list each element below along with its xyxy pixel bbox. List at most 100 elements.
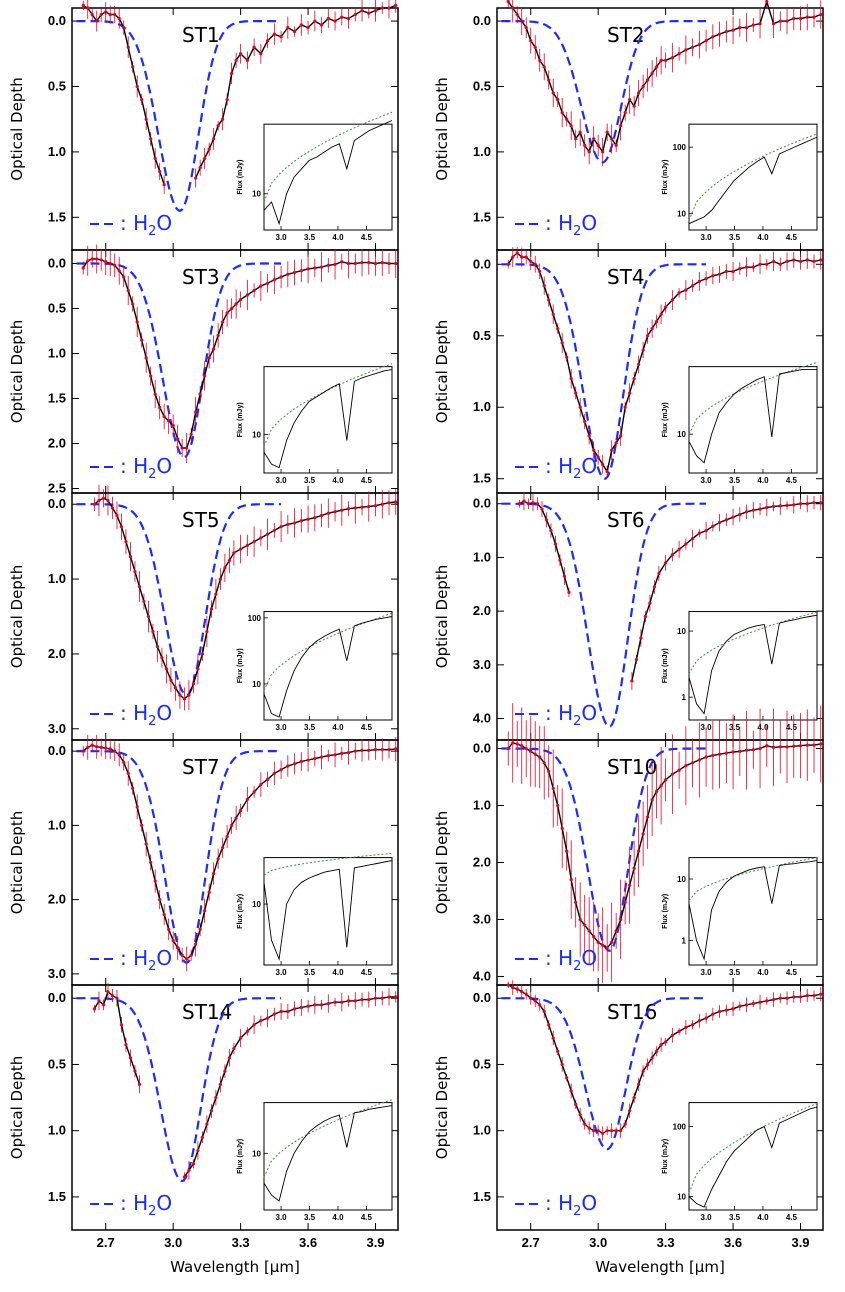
data-point	[619, 1129, 623, 1133]
inset-x-tick-label: 3.0	[701, 233, 713, 242]
inset-continuum	[688, 1103, 818, 1194]
inset-flux-plot: 3.0 3.5 4.0 4.5 10 100 Flux (mJy)	[662, 123, 818, 242]
data-point	[86, 745, 90, 750]
y-tick-label: 1.5	[473, 1189, 491, 1204]
data-point	[153, 156, 157, 161]
data-point	[110, 993, 115, 998]
data-point	[306, 1004, 310, 1008]
data-point	[153, 392, 157, 396]
data-point	[299, 1005, 303, 1010]
h2o-model-curve	[76, 503, 282, 697]
data-point	[758, 262, 762, 266]
data-point	[533, 262, 537, 266]
inset-y-tick-label: 10	[677, 210, 686, 219]
data-point	[225, 311, 229, 315]
data-point	[711, 1012, 715, 1016]
data-point	[655, 1049, 659, 1053]
data-point	[99, 258, 103, 262]
data-point	[731, 515, 735, 519]
data-point	[744, 1003, 749, 1007]
data-point	[286, 522, 290, 527]
data-point	[664, 58, 668, 62]
data-point	[135, 320, 139, 324]
data-point	[272, 278, 276, 282]
legend-label: : H2O	[120, 454, 172, 482]
x-tick-label: 3.3	[232, 1235, 250, 1250]
data-point	[292, 1007, 297, 1011]
data-point	[108, 747, 112, 751]
data-point	[819, 258, 823, 262]
data-point	[122, 760, 126, 764]
data-point	[812, 259, 816, 264]
data-point	[227, 558, 231, 562]
inset-x-tick-label: 4.5	[786, 476, 798, 485]
legend-label-sub: 2	[148, 959, 156, 974]
data-point	[623, 900, 627, 904]
inset-x-tick-label: 4.5	[361, 476, 373, 485]
data-point	[124, 1042, 128, 1047]
data-point	[646, 334, 650, 338]
legend-label-end: O	[581, 454, 597, 478]
data-point	[360, 261, 364, 265]
inset-x-tick-label: 3.0	[701, 476, 713, 485]
data-point	[771, 745, 776, 750]
data-point	[744, 748, 749, 752]
inset-y-label: Flux (mJy)	[662, 402, 669, 437]
data-point	[506, 0, 510, 4]
data-point	[785, 19, 789, 23]
data-point	[520, 990, 524, 994]
data-point	[353, 999, 357, 1003]
data-point	[394, 500, 398, 504]
data-point	[691, 45, 695, 49]
y-tick-label: 0.5	[473, 328, 491, 343]
data-point	[252, 288, 256, 293]
data-point	[639, 636, 643, 640]
data-point	[373, 9, 378, 13]
data-point	[86, 259, 90, 263]
data-point	[765, 999, 769, 1003]
data-point	[313, 266, 317, 270]
y-tick-label: 4.0	[473, 968, 491, 983]
inset-y-label: Flux (mJy)	[237, 1139, 244, 1174]
legend-label-end: O	[581, 1191, 597, 1215]
data-point	[646, 78, 650, 82]
legend-label: : H2O	[120, 946, 172, 974]
data-point	[547, 1023, 551, 1027]
data-point	[346, 507, 351, 511]
y-tick-label: 3.0	[48, 721, 66, 736]
data-point	[216, 857, 220, 861]
h2o-model-curve	[501, 20, 707, 164]
data-point	[252, 1023, 256, 1027]
data-point	[637, 1082, 641, 1086]
data-point	[340, 1000, 344, 1004]
inset-x-tick-label: 4.0	[332, 476, 344, 485]
data-point	[387, 261, 391, 266]
data-point	[373, 748, 378, 752]
data-point	[286, 272, 290, 276]
data-point	[587, 1126, 591, 1130]
data-point	[135, 805, 139, 809]
data-point	[333, 19, 337, 23]
data-point	[326, 753, 330, 758]
data-point	[353, 12, 357, 17]
inset-x-tick-label: 4.5	[786, 968, 798, 977]
data-point	[697, 279, 701, 284]
data-point	[623, 111, 627, 115]
data-point	[556, 97, 560, 102]
data-point	[218, 577, 222, 581]
data-point	[182, 697, 187, 701]
y-tick-label: 3.0	[473, 657, 491, 672]
data-point	[677, 291, 681, 295]
data-point	[738, 749, 742, 753]
data-point	[657, 571, 661, 576]
data-point	[81, 3, 85, 7]
data-point	[203, 374, 207, 378]
inset-y-tick-label: 10	[252, 431, 261, 440]
panel-title: ST6	[607, 508, 645, 532]
data-point	[650, 327, 654, 331]
data-point	[106, 990, 110, 994]
inset-x-tick-label: 4.0	[332, 968, 344, 977]
y-tick-label: 0.5	[48, 78, 66, 93]
